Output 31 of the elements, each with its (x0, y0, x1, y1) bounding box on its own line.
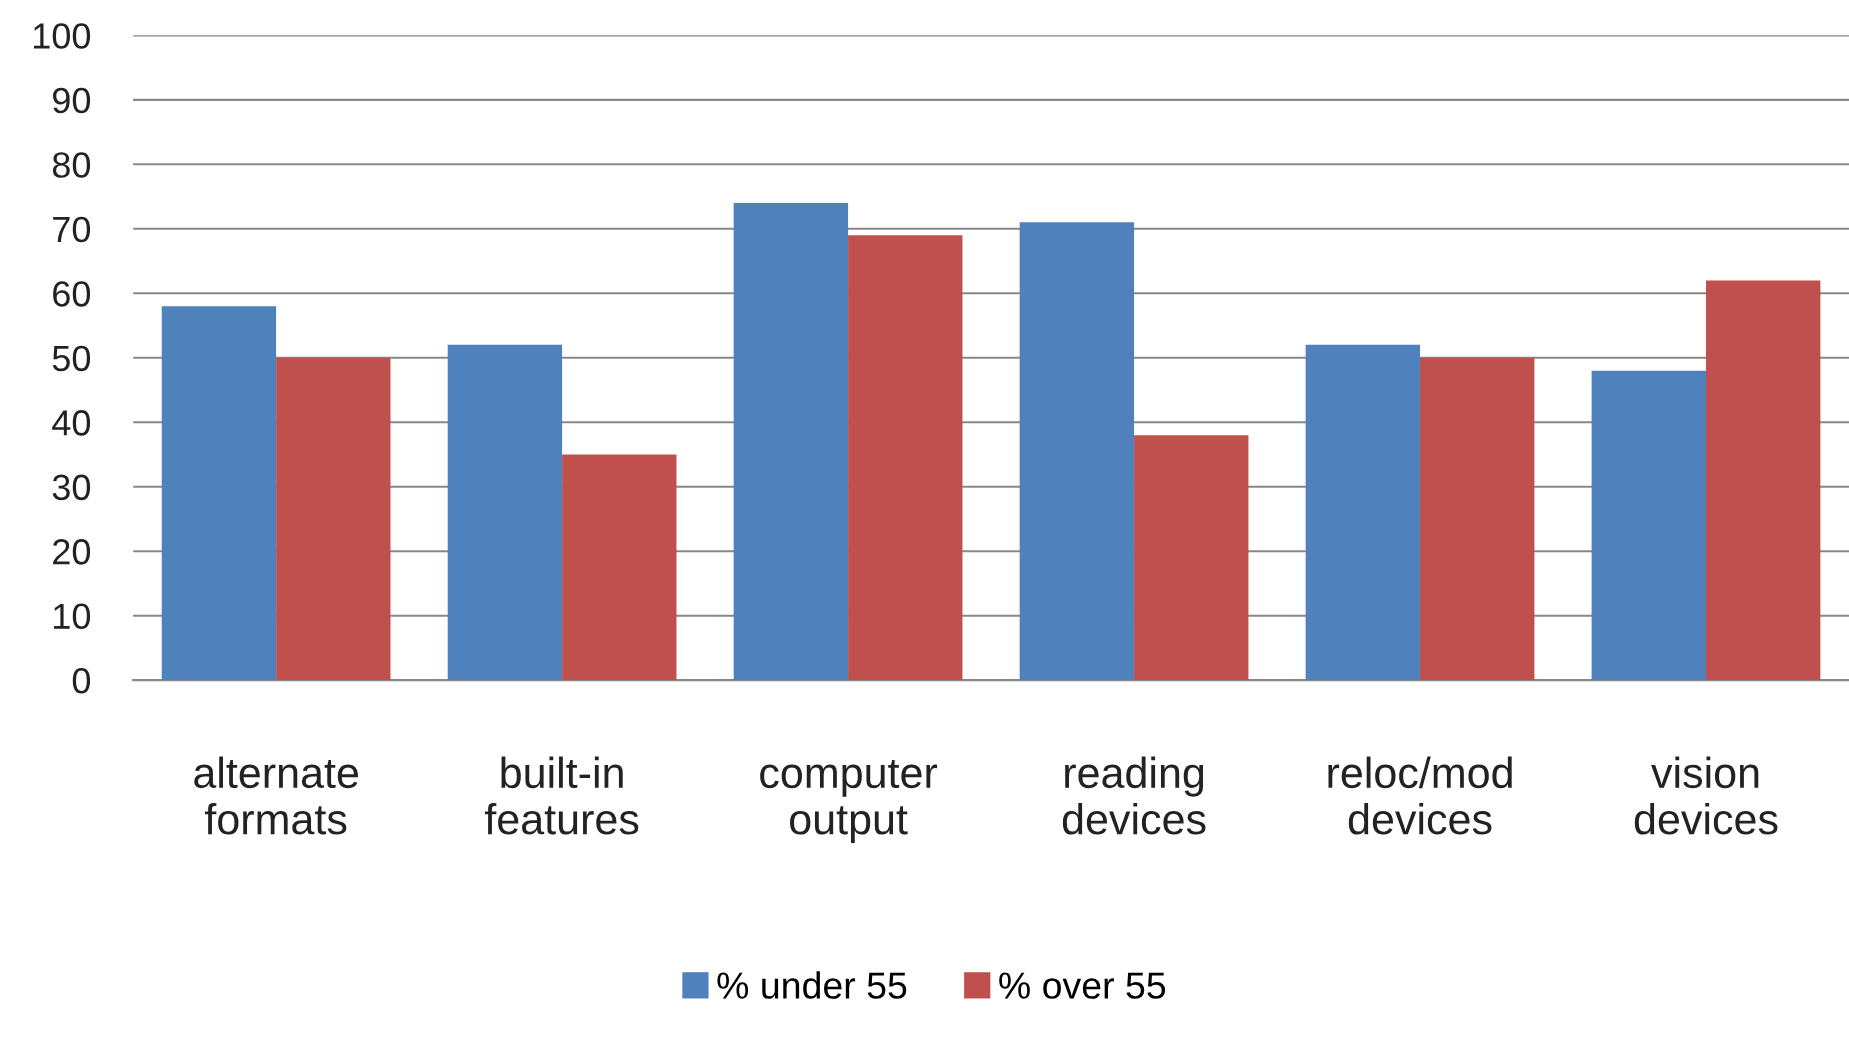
bar (276, 357, 391, 681)
y-tick-label: 20 (53, 539, 91, 565)
bar (1420, 357, 1535, 681)
y-tick-label: 90 (52, 87, 91, 114)
y-tick-label: 50 (52, 345, 91, 372)
bar (447, 344, 563, 681)
x-tick-label: alternate formats (194, 756, 358, 835)
y-tick-label: 0 (72, 668, 91, 694)
legend-label: % over 55 (999, 972, 1166, 999)
y-tick-label: 80 (52, 152, 91, 178)
legend-label: % under 55 (717, 971, 907, 999)
y-tick-label: 60 (53, 281, 91, 307)
bar (562, 454, 677, 681)
bar (1591, 370, 1707, 681)
y-tick-label: 30 (52, 474, 91, 501)
y-tick-label: 100 (33, 23, 91, 49)
x-tick-label: reloc/mod devices (1328, 756, 1512, 835)
y-tick-label: 40 (52, 410, 91, 436)
bar (848, 235, 963, 681)
bar (1706, 280, 1821, 681)
bar (733, 203, 849, 681)
bar (1019, 222, 1135, 681)
y-tick-label: 70 (53, 216, 91, 243)
x-tick-label: reading devices (1062, 756, 1206, 835)
y-tick-label: 10 (54, 603, 91, 630)
x-tick-label: computer output (760, 759, 938, 844)
x-tick-label: vision devices (1634, 756, 1778, 835)
x-tick-label: built-in features (484, 756, 639, 835)
bar (161, 306, 277, 681)
bar (1134, 435, 1249, 681)
bar (1305, 344, 1421, 681)
